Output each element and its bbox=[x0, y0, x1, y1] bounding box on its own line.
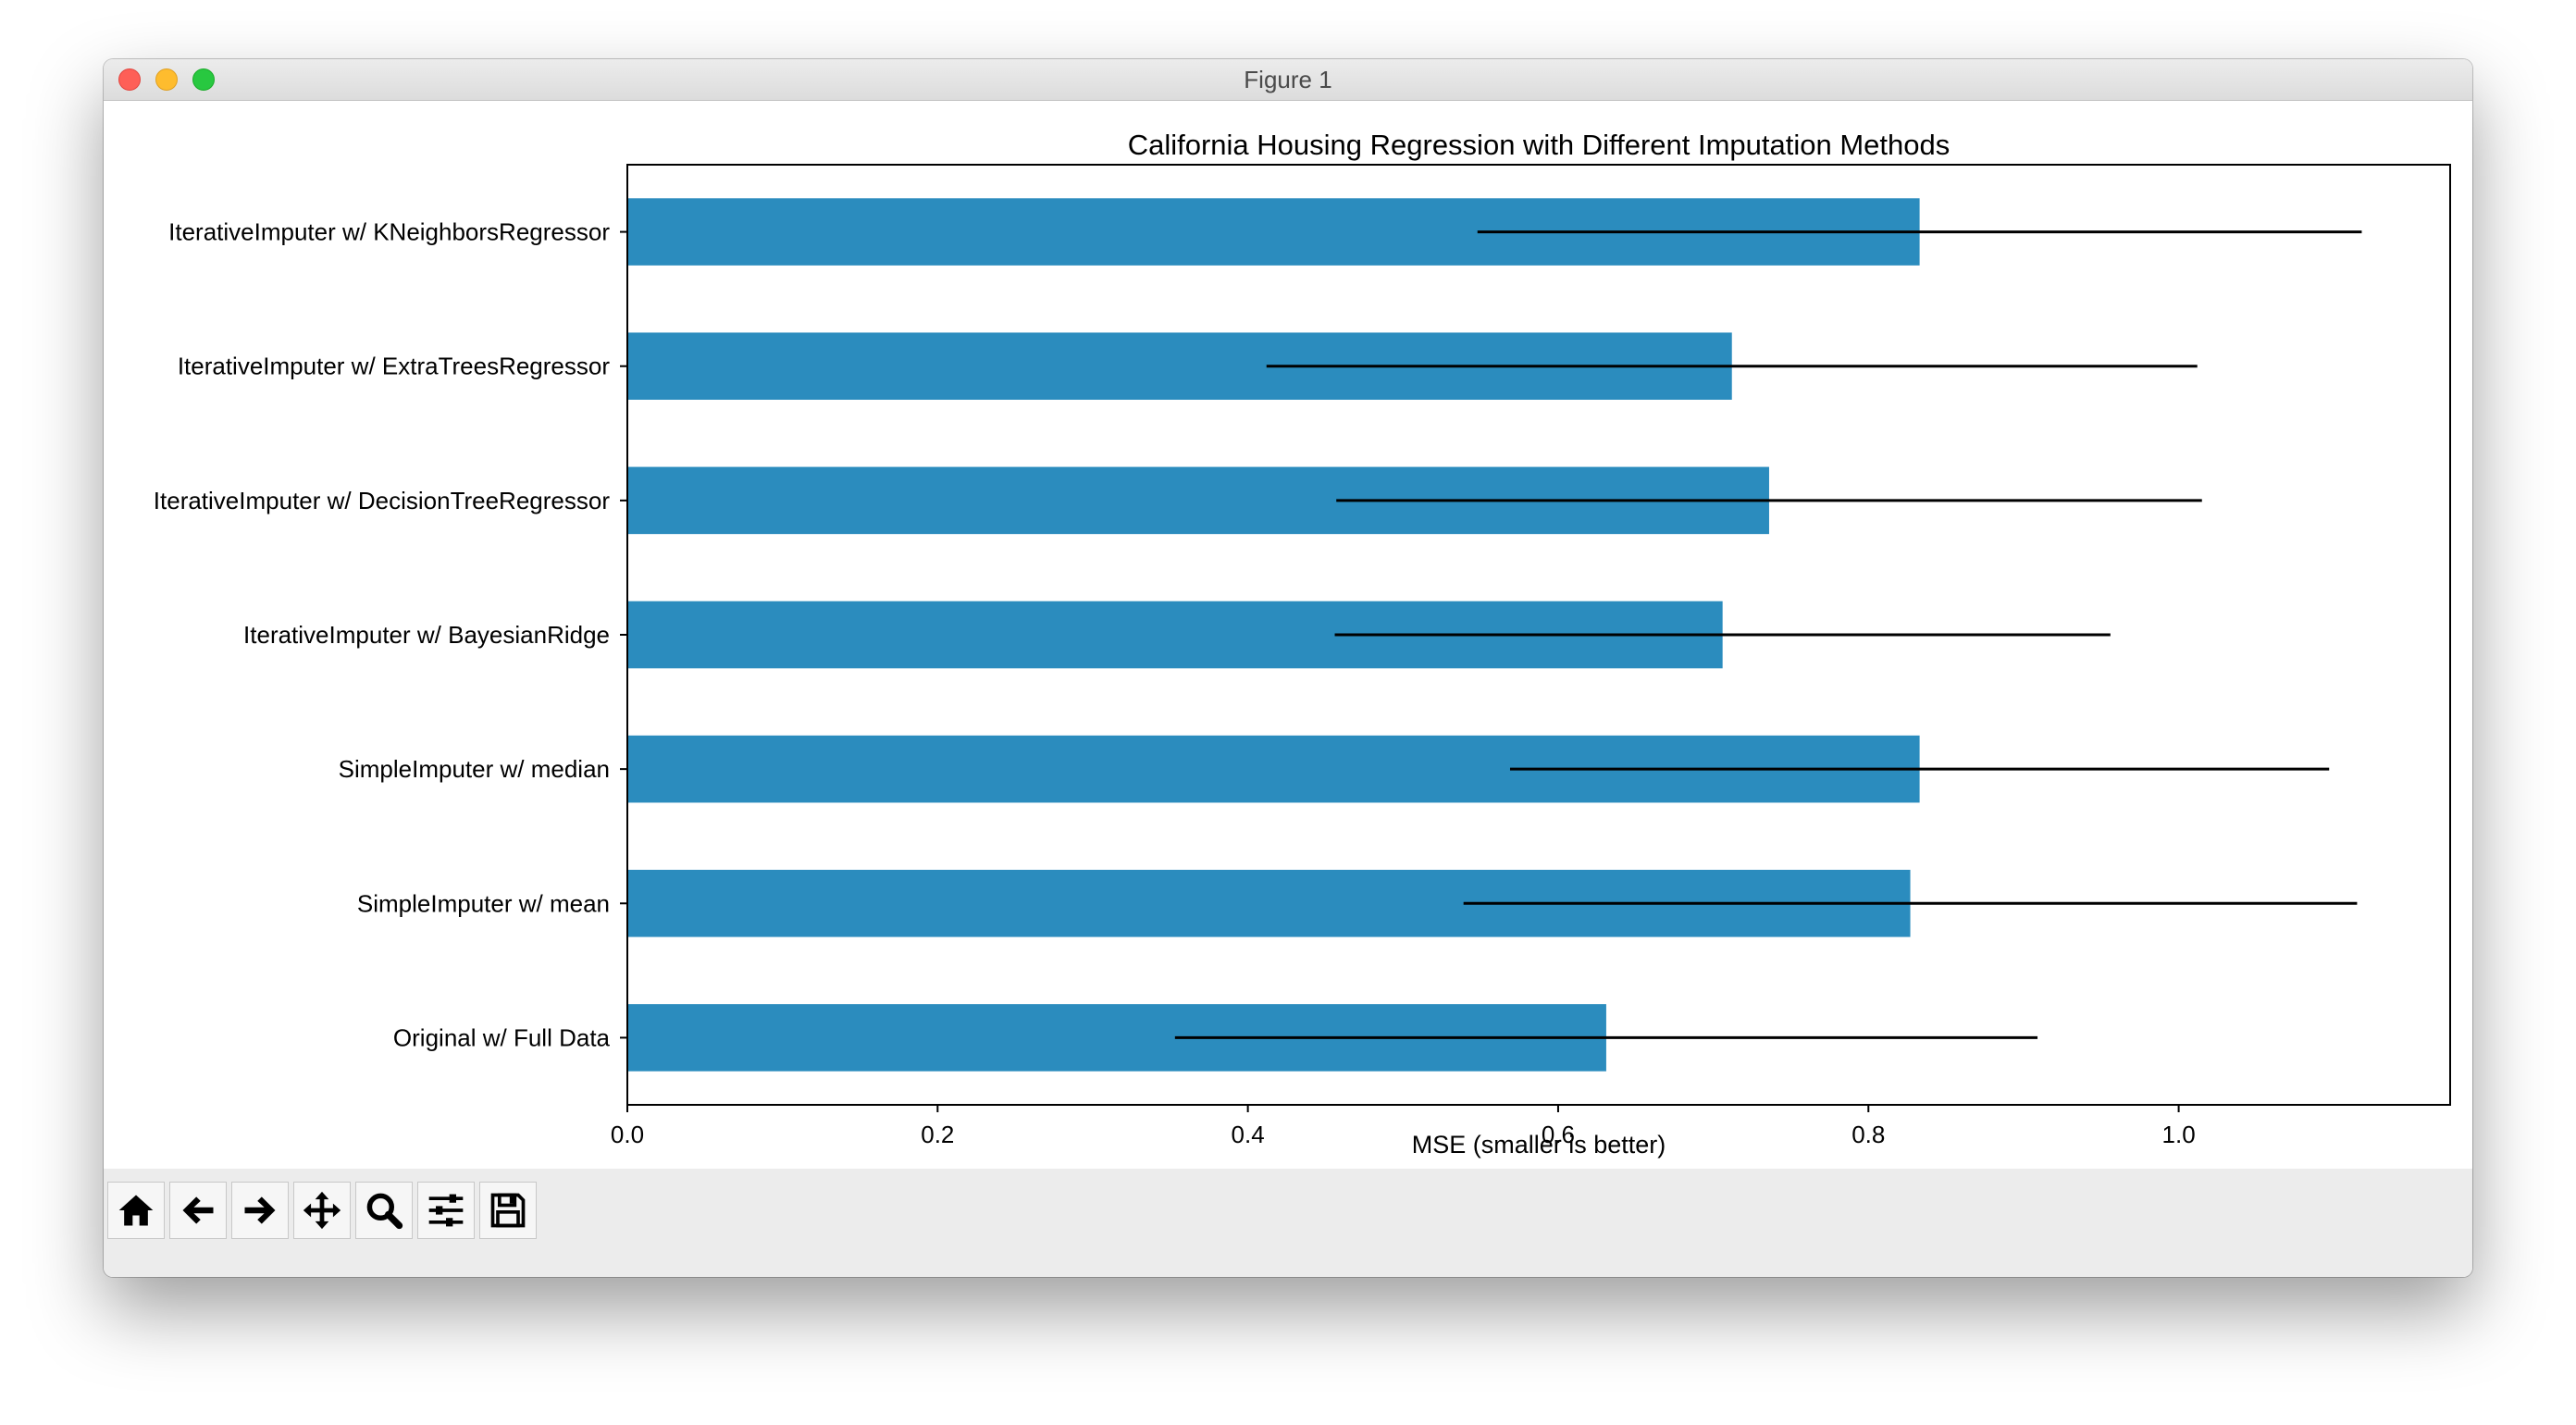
x-axis-label: MSE (smaller is better) bbox=[1412, 1131, 1666, 1159]
window-title: Figure 1 bbox=[1244, 66, 1332, 93]
title-bar[interactable]: Figure 1 bbox=[104, 59, 2472, 101]
home-button[interactable] bbox=[107, 1182, 165, 1239]
forward-button[interactable] bbox=[231, 1182, 289, 1239]
y-tick-label: IterativeImputer w/ KNeighborsRegressor bbox=[168, 218, 610, 246]
save-icon bbox=[490, 1193, 526, 1228]
x-tick-label: 0.6 bbox=[1542, 1121, 1575, 1148]
x-tick-label: 0.8 bbox=[1852, 1121, 1885, 1148]
close-window-button[interactable] bbox=[118, 68, 141, 91]
configure-subplots-button[interactable] bbox=[417, 1182, 475, 1239]
navigation-toolbar bbox=[104, 1169, 2472, 1277]
y-tick-label: IterativeImputer w/ ExtraTreesRegressor bbox=[178, 353, 611, 380]
pan-button[interactable] bbox=[293, 1182, 351, 1239]
move-icon bbox=[303, 1191, 341, 1230]
errorbars-layer bbox=[1174, 230, 2362, 1039]
minimize-window-button[interactable] bbox=[155, 68, 178, 91]
sliders-icon bbox=[428, 1194, 464, 1227]
x-tick-label: 0.4 bbox=[1232, 1121, 1265, 1148]
home-icon bbox=[118, 1195, 154, 1226]
figure-canvas[interactable]: Original w/ Full Data SimpleImputer w/ me… bbox=[104, 101, 2472, 1169]
y-tick-label: IterativeImputer w/ DecisionTreeRegresso… bbox=[154, 487, 611, 514]
y-tick-label: IterativeImputer w/ BayesianRidge bbox=[243, 621, 610, 649]
x-tick-label: 0.2 bbox=[921, 1121, 954, 1148]
y-tick-label: Original w/ Full Data bbox=[393, 1023, 611, 1051]
arrow-right-icon bbox=[244, 1196, 276, 1224]
figure-window: Figure 1 Original w/ Full Data SimpleImpu… bbox=[104, 59, 2472, 1277]
x-tick-label: 1.0 bbox=[2162, 1121, 2196, 1148]
x-tick-label: 0.0 bbox=[611, 1121, 644, 1148]
y-tick-label: SimpleImputer w/ median bbox=[339, 755, 610, 783]
arrow-left-icon bbox=[182, 1196, 214, 1224]
maximize-window-button[interactable] bbox=[192, 68, 215, 91]
save-button[interactable] bbox=[479, 1182, 537, 1239]
back-button[interactable] bbox=[169, 1182, 227, 1239]
y-axis: Original w/ Full Data SimpleImputer w/ me… bbox=[154, 218, 627, 1051]
y-tick-label: SimpleImputer w/ mean bbox=[357, 889, 610, 917]
bar-chart: Original w/ Full Data SimpleImputer w/ me… bbox=[154, 129, 2451, 1159]
zoom-icon bbox=[366, 1193, 403, 1230]
x-axis: 0.0 0.2 0.4 0.6 0.8 1.0 bbox=[611, 1105, 2196, 1148]
chart-title: California Housing Regression with Diffe… bbox=[1128, 129, 1951, 161]
zoom-button[interactable] bbox=[355, 1182, 413, 1239]
